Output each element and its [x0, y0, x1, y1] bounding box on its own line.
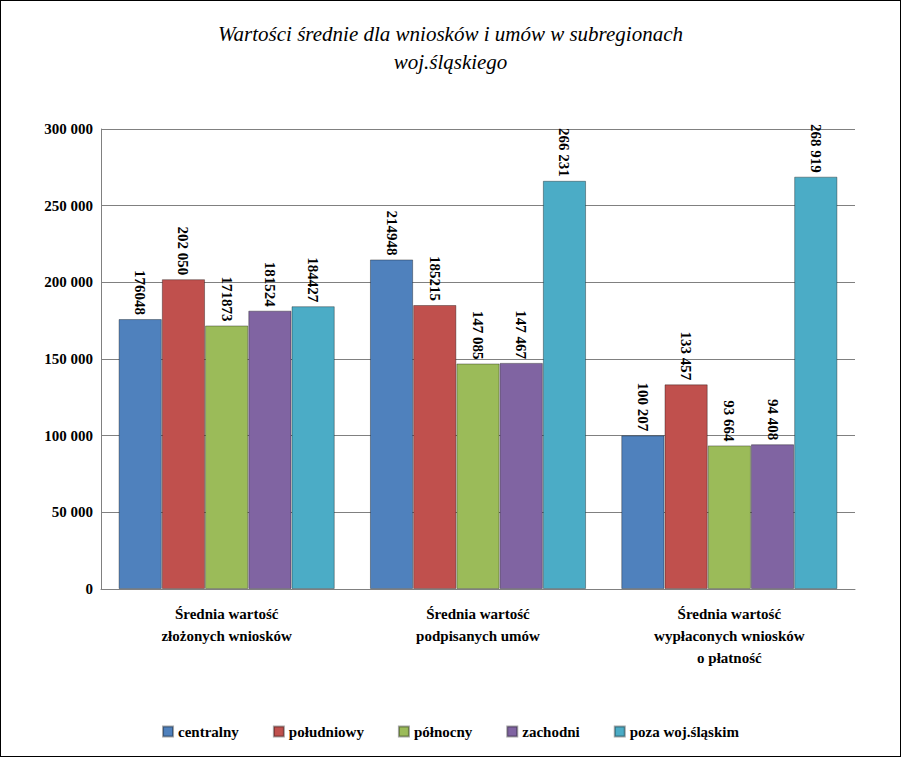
svg-text:północny: północny — [414, 724, 473, 740]
svg-text:południowy: południowy — [289, 724, 365, 740]
svg-text:50 000: 50 000 — [52, 504, 93, 520]
svg-text:centralny: centralny — [178, 724, 239, 740]
svg-text:176048: 176048 — [132, 270, 148, 315]
svg-text:185215: 185215 — [427, 256, 443, 301]
svg-text:93 664: 93 664 — [721, 400, 737, 442]
svg-text:woj.śląskiego: woj.śląskiego — [394, 50, 508, 74]
svg-text:268 919: 268 919 — [808, 124, 824, 173]
svg-text:100 000: 100 000 — [44, 428, 93, 444]
svg-text:184427: 184427 — [305, 257, 321, 303]
svg-text:0: 0 — [86, 581, 94, 597]
svg-text:94 408: 94 408 — [765, 399, 781, 440]
svg-text:wypłaconych wniosków: wypłaconych wniosków — [654, 628, 805, 644]
svg-text:200 000: 200 000 — [44, 274, 93, 290]
svg-text:300 000: 300 000 — [44, 121, 93, 137]
svg-text:100 207: 100 207 — [635, 383, 651, 432]
svg-text:złożonych wniosków: złożonych wniosków — [161, 628, 292, 644]
svg-text:147 467: 147 467 — [513, 310, 529, 359]
svg-text:poza woj.śląskim: poza woj.śląskim — [630, 724, 740, 740]
svg-text:zachodni: zachodni — [522, 724, 580, 740]
svg-text:Wartości średnie dla wniosków: Wartości średnie dla wniosków i umów w s… — [218, 22, 683, 46]
svg-text:171873: 171873 — [219, 276, 235, 321]
svg-text:266 231: 266 231 — [556, 128, 572, 177]
svg-text:o płatność: o płatność — [697, 650, 762, 666]
svg-text:214948: 214948 — [384, 210, 400, 255]
svg-text:150 000: 150 000 — [44, 351, 93, 367]
svg-text:250 000: 250 000 — [44, 198, 93, 214]
svg-text:147 085: 147 085 — [470, 311, 486, 360]
svg-text:202 050: 202 050 — [175, 226, 191, 275]
svg-text:133 457: 133 457 — [678, 332, 694, 381]
svg-text:Średnia wartość: Średnia wartość — [426, 606, 530, 622]
svg-text:Średnia wartość: Średnia wartość — [678, 606, 782, 622]
svg-text:Średnia wartość: Średnia wartość — [175, 606, 279, 622]
svg-text:podpisanych umów: podpisanych umów — [416, 628, 540, 644]
svg-text:181524: 181524 — [262, 262, 278, 308]
